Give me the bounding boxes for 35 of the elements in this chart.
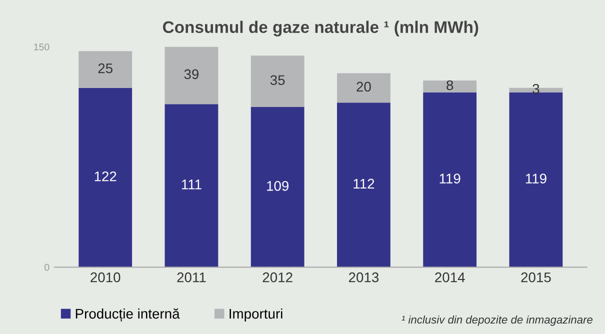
- data-label: 112: [354, 178, 374, 188]
- legend-label: Producție internă: [76, 308, 180, 322]
- x-tick-label: 2010: [90, 272, 120, 282]
- x-tick-label: 2011: [177, 272, 206, 282]
- data-label: 109: [267, 181, 289, 191]
- y-tick-label: 0: [44, 264, 50, 271]
- bar: [78, 51, 132, 88]
- data-label: 39: [184, 69, 199, 80]
- x-tick-label: 2014: [435, 272, 465, 282]
- data-label: 119: [526, 174, 546, 184]
- legend-label: Importuri: [230, 308, 282, 322]
- bar: [164, 104, 218, 268]
- chart-title: Consumul de gaze naturale ¹ (mln MWh): [163, 20, 478, 36]
- data-label: 8: [446, 80, 454, 90]
- bar: [250, 56, 304, 108]
- bar: [250, 107, 304, 268]
- data-label: 25: [98, 63, 112, 74]
- data-label: 20: [356, 82, 371, 92]
- text: ¹ inclusiv din depozite de inmagazinare: [402, 315, 592, 326]
- data-label: 3: [532, 84, 540, 94]
- bar: [78, 88, 132, 268]
- bar: [164, 46, 218, 104]
- bar: [423, 92, 477, 268]
- x-tick-label: 2015: [521, 272, 551, 282]
- bar: [423, 80, 477, 92]
- x-tick-label: 2012: [262, 272, 292, 282]
- data-label: 35: [270, 75, 285, 86]
- bar: [509, 92, 563, 268]
- y-tick-label: 150: [34, 43, 50, 50]
- data-label: 119: [440, 174, 460, 184]
- data-label: 111: [182, 180, 202, 190]
- x-tick-label: 2013: [348, 272, 379, 282]
- bar: [337, 102, 390, 268]
- bar: [337, 73, 390, 103]
- data-label: 122: [94, 171, 116, 182]
